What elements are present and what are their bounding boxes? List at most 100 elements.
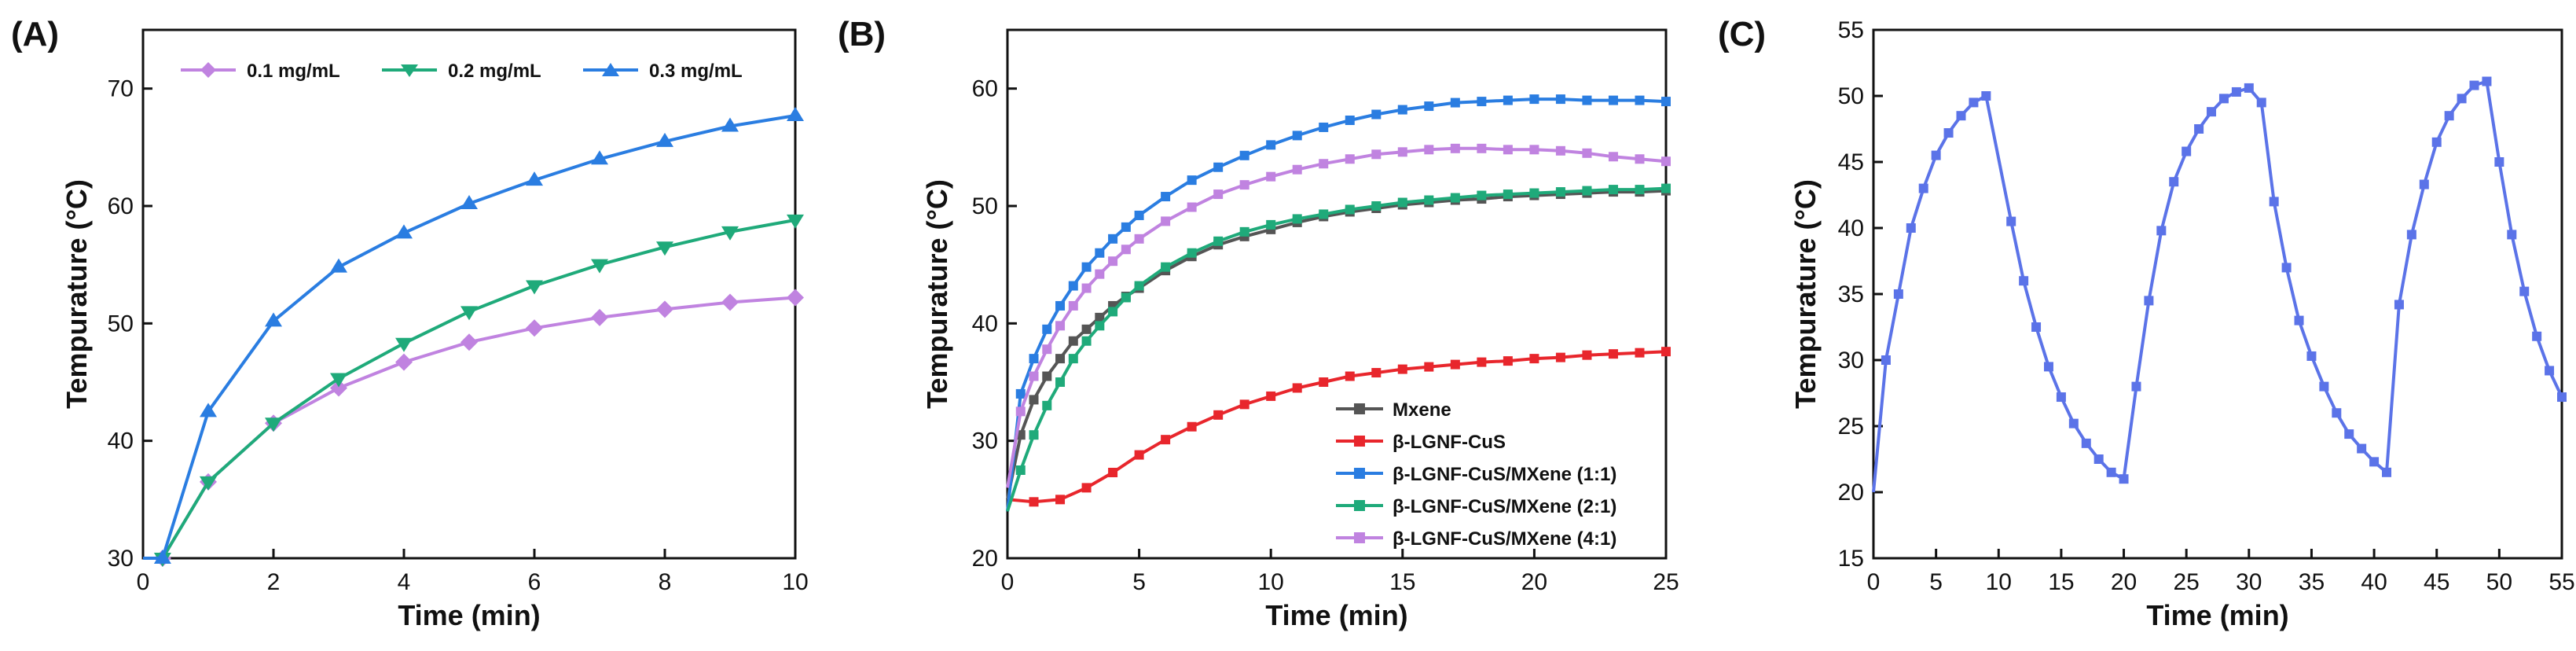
legend-label-4-1: β-LGNF-CuS/MXene (4:1) [1393,528,1616,550]
C-point-heating-cooling-cycles [2019,276,2029,286]
legend-label-cus: β-LGNF-CuS [1393,432,1506,453]
B-point-lgnf-cus [1608,349,1618,359]
B-point-lgnf-cus [1055,495,1066,505]
B-point-lgnf-cus-mxene-4-1 [1108,256,1118,267]
B-point-lgnf-cus [1108,467,1118,477]
B-point-mxene [1055,354,1066,364]
A-y-tick-label: 50 [108,311,134,337]
C-point-heating-cooling-cycles [2369,457,2380,467]
B-point-lgnf-cus-mxene-2-1 [1608,185,1618,195]
legend-entry-0.3: 0.3 mg/mL [583,61,743,82]
panel-a-label: (A) [11,15,59,53]
B-point-lgnf-cus-mxene-1-1 [1635,95,1645,105]
C-x-tick-label: 0 [1867,569,1881,595]
legend-marker-0.2 [401,64,418,77]
C-x-tick-label: 50 [2486,569,2512,595]
B-point-lgnf-cus [1213,410,1224,420]
B-point-lgnf-cus-mxene-1-1 [1068,281,1078,291]
C-point-heating-cooling-cycles [2457,94,2467,104]
C-series-heating-cooling-cycles [1872,76,2567,493]
B-point-lgnf-cus-mxene-1-1 [1319,122,1329,132]
B-point-lgnf-cus-mxene-2-1 [1503,189,1513,200]
B-point-lgnf-cus [1477,357,1487,367]
B-point-lgnf-cus-mxene-2-1 [1424,195,1434,205]
B-point-lgnf-cus-mxene-1-1 [1397,105,1407,115]
panel-a-frame [141,28,797,560]
A-point-0-1-mg-ml [656,300,673,318]
B-point-lgnf-cus-mxene-2-1 [1371,201,1382,211]
B-point-lgnf-cus-mxene-1-1 [1134,210,1144,220]
B-point-lgnf-cus-mxene-2-1 [1121,292,1131,303]
panel-b-ticks: 0 5 10 15 20 25 20 30 40 50 60 [972,76,1679,595]
C-point-heating-cooling-cycles [1918,183,1928,193]
B-x-tick-label: 20 [1521,569,1547,595]
B-point-lgnf-cus [1635,348,1645,358]
panel-b-legend: Mxene β-LGNF-CuS β-LGNF-CuS/MXene (1:1) … [1336,399,1616,550]
panel-a-x-axis-label: Time (min) [398,599,540,631]
C-point-heating-cooling-cycles [2207,107,2217,117]
A-series-0-2-mg-ml [143,214,804,567]
C-point-heating-cooling-cycles [2306,351,2317,361]
A-y-tick-label: 30 [108,546,134,572]
C-y-tick-label: 25 [1838,414,1864,440]
C-point-heating-cooling-cycles [2106,467,2116,477]
B-point-lgnf-cus-mxene-2-1 [1134,281,1144,291]
B-point-lgnf-cus [1134,450,1144,460]
A-point-0-3-mg-ml [721,117,739,132]
A-point-0-1-mg-ml [395,353,413,371]
B-point-lgnf-cus [1187,421,1197,432]
B-point-mxene [1095,312,1105,322]
C-point-heating-cooling-cycles [2182,146,2192,156]
A-x-tick-label: 4 [398,569,411,595]
C-point-heating-cooling-cycles [1893,289,1903,299]
B-point-lgnf-cus-mxene-1-1 [1477,97,1487,107]
C-point-heating-cooling-cycles [2431,137,2442,147]
B-line-lgnf-cus-mxene-2-1 [1006,186,1667,512]
legend-label-0.2: 0.2 mg/mL [448,61,541,82]
C-point-heating-cooling-cycles [2545,366,2555,376]
B-point-lgnf-cus-mxene-2-1 [1266,219,1276,230]
B-series-lgnf-cus-mxene-4-1 [1006,143,1671,488]
B-point-lgnf-cus-mxene-4-1 [1042,344,1052,355]
B-point-lgnf-cus-mxene-2-1 [1239,226,1249,237]
C-x-tick-label: 10 [1986,569,2012,595]
B-point-lgnf-cus-mxene-1-1 [1081,262,1092,272]
A-point-0-1-mg-ml [526,319,543,337]
A-series-0-3-mg-ml [143,107,804,564]
legend-entry-0.1: 0.1 mg/mL [181,61,340,82]
panel-a: (A) Time (min) Tempurature (°C) 0 2 4 6 8 10 3… [11,15,809,631]
B-point-lgnf-cus-mxene-1-1 [1555,94,1565,105]
C-point-heating-cooling-cycles [2043,362,2053,372]
B-series-lgnf-cus-mxene-2-1 [1006,183,1671,512]
B-point-lgnf-cus-mxene-4-1 [1503,145,1513,155]
B-point-lgnf-cus-mxene-1-1 [1042,324,1052,334]
B-point-lgnf-cus [1397,364,1407,374]
A-line-0-2-mg-ml [143,218,796,560]
A-y-tick-label: 40 [108,428,134,454]
C-point-heating-cooling-cycles [2218,94,2229,104]
A-x-tick-label: 2 [267,569,281,595]
B-point-lgnf-cus [1661,347,1671,357]
B-point-lgnf-cus-mxene-2-1 [1450,193,1460,203]
panel-a-legend: 0.1 mg/mL 0.2 mg/mL 0.3 mg/mL [181,61,743,82]
B-point-mxene [1042,371,1052,381]
legend-marker-0.3 [602,63,619,76]
B-point-lgnf-cus-mxene-4-1 [1029,371,1039,381]
C-point-heating-cooling-cycles [2419,179,2429,189]
A-point-0-3-mg-ml [395,224,413,239]
panel-c-x-axis-label: Time (min) [2146,599,2288,631]
B-point-lgnf-cus [1292,383,1302,393]
B-point-lgnf-cus [1582,350,1592,360]
panel-b-x-axis-label: Time (min) [1265,599,1407,631]
B-point-lgnf-cus-mxene-2-1 [1397,197,1407,208]
B-point-lgnf-cus-mxene-4-1 [1015,406,1026,417]
B-point-lgnf-cus-mxene-2-1 [1345,204,1355,215]
B-point-lgnf-cus-mxene-4-1 [1635,154,1645,164]
C-x-tick-label: 25 [2173,569,2199,595]
A-point-0-2-mg-ml [265,417,282,432]
A-point-0-3-mg-ml [787,107,804,122]
C-point-heating-cooling-cycles [1969,97,1979,108]
legend-marker-0.1 [200,62,216,78]
B-point-lgnf-cus-mxene-1-1 [1608,95,1618,105]
legend-label-1-1: β-LGNF-CuS/MXene (1:1) [1393,464,1616,485]
